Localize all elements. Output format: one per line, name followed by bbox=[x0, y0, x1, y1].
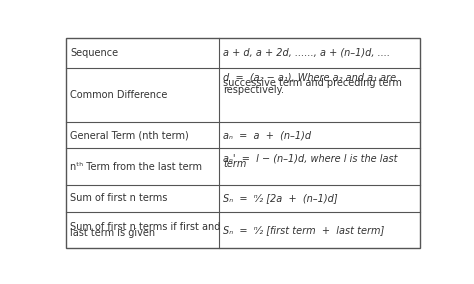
Text: aₙ'  =  l − (n–1)d, where l is the last: aₙ' = l − (n–1)d, where l is the last bbox=[223, 153, 398, 163]
Text: successive term and preceding term: successive term and preceding term bbox=[223, 78, 402, 89]
Text: Sₙ  =  ⁿ⁄₂ [first term  +  last term]: Sₙ = ⁿ⁄₂ [first term + last term] bbox=[223, 225, 385, 235]
Text: aₙ  =  a  +  (n–1)d: aₙ = a + (n–1)d bbox=[223, 130, 311, 140]
Text: Sum of first n terms: Sum of first n terms bbox=[70, 193, 168, 203]
Text: respectively.: respectively. bbox=[223, 85, 284, 95]
Text: Sequence: Sequence bbox=[70, 48, 118, 58]
Text: d  =  (a₂ − a₁), Where a₂ and a₁ are: d = (a₂ − a₁), Where a₂ and a₁ are bbox=[223, 72, 397, 82]
Text: a + d, a + 2d, ......, a + (n–1)d, ....: a + d, a + 2d, ......, a + (n–1)d, .... bbox=[223, 48, 391, 58]
Text: Sum of first n terms if first and: Sum of first n terms if first and bbox=[70, 222, 220, 232]
Text: Common Difference: Common Difference bbox=[70, 90, 168, 100]
Text: last term is given: last term is given bbox=[70, 228, 155, 238]
Text: General Term (nth term): General Term (nth term) bbox=[70, 130, 189, 140]
Text: nᵗʰ Term from the last term: nᵗʰ Term from the last term bbox=[70, 162, 202, 172]
Text: term: term bbox=[223, 159, 247, 170]
Text: Sₙ  =  ⁿ⁄₂ [2a  +  (n–1)d]: Sₙ = ⁿ⁄₂ [2a + (n–1)d] bbox=[223, 193, 338, 203]
